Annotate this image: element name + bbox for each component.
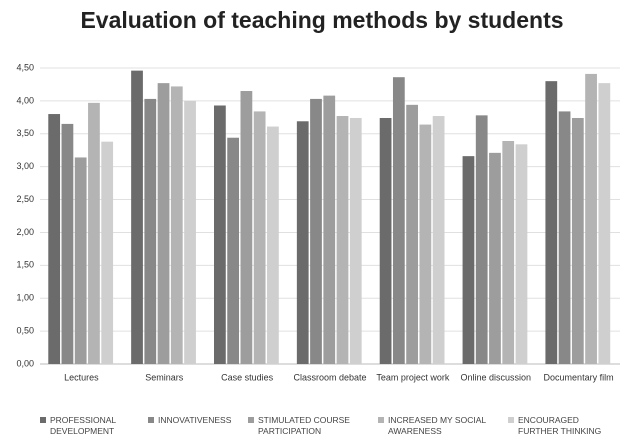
x-tick-label: Lectures — [64, 372, 99, 382]
bar — [48, 114, 61, 365]
x-tick-label: Seminars — [145, 372, 184, 382]
y-tick-label: 3,00 — [16, 161, 34, 171]
bar — [462, 156, 475, 364]
legend-label: INNOVATIVENESS — [158, 415, 232, 425]
legend-item: PROFESSIONAL DEVELOPMENT — [40, 415, 140, 437]
bar — [61, 123, 74, 365]
bar — [515, 144, 528, 364]
bar — [101, 141, 114, 364]
chart: Evaluation of teaching methods by studen… — [16, 7, 620, 382]
x-tick-label: Case studies — [221, 372, 274, 382]
bar — [379, 117, 392, 364]
legend-swatch — [40, 417, 46, 423]
y-tick-label: 0,50 — [16, 325, 34, 335]
bar — [184, 100, 196, 364]
y-tick-label: 1,00 — [16, 293, 34, 303]
bar — [349, 117, 362, 364]
legend-label: STIMULATED COURSE PARTICIPATION — [258, 415, 350, 436]
bar — [489, 152, 501, 364]
bar — [336, 116, 349, 364]
bar — [88, 102, 100, 365]
legend-item: STIMULATED COURSE PARTICIPATION — [248, 415, 368, 437]
legend-label: INCREASED MY SOCIAL AWARENESS — [388, 415, 486, 436]
bar — [598, 83, 611, 364]
legend-swatch — [148, 417, 154, 423]
y-tick-label: 4,00 — [16, 95, 34, 105]
y-tick-label: 2,50 — [16, 194, 34, 204]
legend-swatch — [378, 417, 384, 423]
x-tick-label: Classroom debate — [293, 372, 366, 382]
bar — [240, 91, 253, 365]
legend-item: ENCOURAGED FURTHER THINKING — [508, 415, 618, 437]
bar — [571, 117, 584, 364]
bar — [74, 157, 87, 364]
legend-item: INNOVATIVENESS — [148, 415, 238, 426]
bar — [585, 73, 597, 365]
bar — [144, 98, 157, 364]
bar — [131, 70, 143, 365]
legend-swatch — [508, 417, 514, 423]
legend-swatch — [248, 417, 254, 423]
y-tick-label: 4,50 — [16, 62, 34, 72]
y-tick-label: 1,50 — [16, 260, 34, 270]
legend-label: PROFESSIONAL DEVELOPMENT — [50, 415, 116, 436]
legend-label: ENCOURAGED FURTHER THINKING — [518, 415, 602, 436]
bar — [558, 111, 571, 364]
bar — [392, 77, 405, 364]
legend-item: INCREASED MY SOCIAL AWARENESS — [378, 415, 498, 437]
bar — [502, 141, 515, 364]
bar — [419, 124, 432, 365]
bar — [432, 116, 445, 364]
y-tick-label: 2,00 — [16, 227, 34, 237]
bar — [170, 86, 183, 364]
bar — [310, 98, 322, 364]
bar — [296, 121, 309, 364]
x-tick-label: Team project work — [376, 372, 450, 382]
bar — [253, 111, 266, 364]
bar — [214, 105, 226, 364]
bar — [406, 104, 418, 364]
x-tick-label: Online discussion — [460, 372, 531, 382]
bar — [545, 81, 558, 365]
bar — [475, 115, 488, 364]
bar — [227, 137, 240, 364]
bar — [267, 126, 279, 364]
bar — [323, 95, 336, 365]
y-tick-label: 3,50 — [16, 128, 34, 138]
x-tick-label: Documentary film — [544, 372, 614, 382]
bar — [157, 83, 170, 364]
y-tick-label: 0,00 — [16, 358, 34, 368]
chart-title: Evaluation of teaching methods by studen… — [80, 7, 563, 33]
